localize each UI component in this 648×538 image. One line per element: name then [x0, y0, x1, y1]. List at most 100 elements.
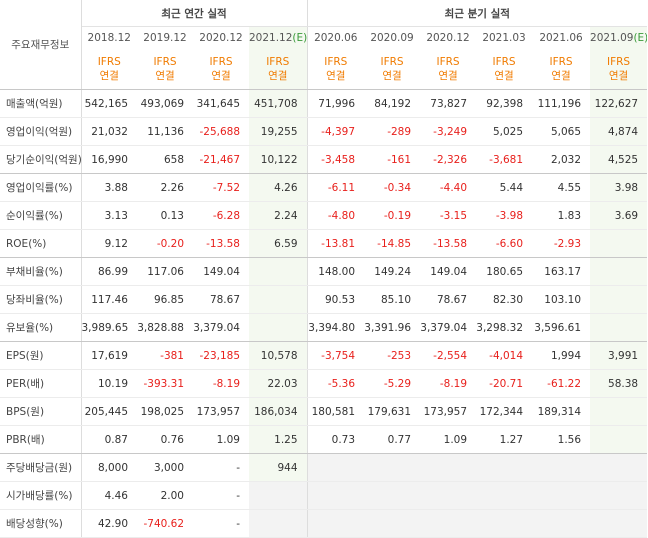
value-cell: -3,754 — [306, 341, 365, 370]
empty-cell — [249, 313, 308, 342]
value-cell: -13.81 — [306, 229, 365, 258]
data-row: 매출액(억원) 542,165 493,069 341,645 451,708 71,99… — [0, 89, 648, 118]
value-cell: -23,185 — [193, 341, 249, 370]
data-row: 당좌비율(%) 117.46 96.85 78.67 90.53 85.10 78.67 82… — [0, 285, 648, 314]
date-text: 2020.12 — [426, 32, 470, 44]
value-cell: 1.83 — [532, 201, 591, 230]
data-row: BPS(원) 205,445 198,025 173,957 186,034 180,58… — [0, 397, 648, 426]
value-cell: -2,554 — [420, 341, 477, 370]
estimate-flag: (E) — [292, 32, 308, 44]
value-cell: 5,025 — [476, 117, 533, 146]
value-cell: 149.04 — [420, 257, 477, 286]
value-cell: -6.11 — [306, 173, 365, 202]
value-cell: 11,136 — [137, 117, 193, 146]
value-cell: 173,957 — [420, 397, 477, 426]
value-cell: -8.19 — [420, 369, 477, 398]
value-cell: -13.58 — [193, 229, 249, 258]
data-row: 순이익률(%) 3.13 0.13 -6.28 2.24 -4.80 -0.19 -3.15-… — [0, 201, 648, 230]
value-cell: -0.20 — [137, 229, 193, 258]
value-cell: -8.19 — [193, 369, 249, 398]
value-cell: 3,379.04 — [193, 313, 249, 342]
value-cell: 3,596.61 — [532, 313, 591, 342]
ifrs-basis: IFRS 연결 — [420, 49, 477, 90]
value-cell: -4,397 — [306, 117, 365, 146]
data-row: 부채비율(%) 86.99 117.06 149.04 148.00 149.24 149.… — [0, 257, 648, 286]
row-label: 시가배당률(%) — [0, 481, 82, 510]
date-text: 2020.09 — [370, 32, 414, 44]
value-cell: 17,619 — [81, 341, 137, 370]
basis-text: 연결 — [99, 70, 119, 82]
value-cell: 9.12 — [81, 229, 137, 258]
value-cell: 3.69 — [590, 201, 648, 230]
empty-cell — [306, 453, 365, 482]
column-date: 2021.12(E) — [249, 26, 308, 49]
ifrs-text: IFRS — [380, 56, 404, 68]
value-cell: 1.25 — [249, 425, 308, 454]
value-cell: 0.76 — [137, 425, 193, 454]
value-cell: 542,165 — [81, 89, 137, 118]
column-date: 2021.06 — [532, 27, 590, 50]
value-cell: 4,874 — [590, 117, 648, 146]
value-cell: -13.58 — [420, 229, 477, 258]
empty-cell — [532, 509, 591, 538]
basis-text: 연결 — [268, 70, 288, 82]
empty-cell — [249, 509, 308, 538]
value-cell: 117.06 — [137, 257, 193, 286]
value-cell: 4.55 — [532, 173, 591, 202]
value-cell: 21,032 — [81, 117, 137, 146]
column-date: 2020.12 — [420, 27, 476, 50]
column-date: 2021.03 — [476, 27, 532, 50]
value-cell: 179,631 — [364, 397, 421, 426]
header-title: 주요재무정보 — [0, 0, 82, 90]
date-text: 2019.12 — [143, 32, 187, 44]
value-cell: 1.27 — [476, 425, 533, 454]
row-label: 매출액(억원) — [0, 89, 82, 118]
value-cell: 944 — [249, 453, 308, 482]
value-cell: -21,467 — [193, 145, 249, 174]
column-date: 2020.09 — [364, 27, 420, 50]
group-label: 최근 분기 실적 — [306, 0, 648, 27]
value-cell: 3,394.80 — [306, 313, 365, 342]
empty-cell — [590, 229, 648, 258]
group-row: 주요재무정보 최근 연간 실적 최근 분기 실적 — [0, 0, 648, 90]
ifrs-text: IFRS — [153, 56, 177, 68]
value-cell: 1.09 — [420, 425, 477, 454]
data-row: 주당배당금(원) 8,000 3,000-944 — [0, 453, 648, 482]
value-cell: -393.31 — [137, 369, 193, 398]
value-cell: -2,326 — [420, 145, 477, 174]
value-cell: 172,344 — [476, 397, 533, 426]
row-label: BPS(원) — [0, 397, 82, 426]
column-date: 2021.09(E) — [590, 26, 648, 49]
data-row: EPS(원) 17,619 -381 -23,185 10,578 -3,754 -253-… — [0, 341, 648, 370]
value-cell: 3,379.04 — [420, 313, 477, 342]
value-cell: 5.44 — [476, 173, 533, 202]
value-cell: 173,957 — [193, 397, 249, 426]
date-text: 2021.06 — [539, 32, 583, 44]
value-cell: 3,000 — [137, 453, 193, 482]
empty-cell — [590, 453, 648, 482]
row-label: ROE(%) — [0, 229, 82, 258]
column-date: 2018.12 — [81, 27, 137, 50]
value-cell: -4.80 — [306, 201, 365, 230]
value-cell: 92,398 — [476, 89, 533, 118]
empty-cell — [364, 481, 421, 510]
value-cell: 19,255 — [249, 117, 308, 146]
value-cell: 180.65 — [476, 257, 533, 286]
value-cell: 3.88 — [81, 173, 137, 202]
value-cell: 2,032 — [532, 145, 591, 174]
row-label: 주당배당금(원) — [0, 453, 82, 482]
ifrs-basis: IFRS 연결 — [193, 49, 249, 90]
row-label: 부채비율(%) — [0, 257, 82, 286]
value-cell: 5,065 — [532, 117, 591, 146]
value-cell: 90.53 — [306, 285, 365, 314]
ifrs-text: IFRS — [607, 56, 631, 68]
data-row: 배당성향(%) 42.90 -740.62- — [0, 509, 648, 538]
value-cell: -253 — [364, 341, 421, 370]
value-cell: 85.10 — [364, 285, 421, 314]
date-text: 2021.09 — [590, 32, 634, 44]
value-cell: 4.46 — [81, 481, 137, 510]
value-cell: 0.87 — [81, 425, 137, 454]
date-text: 2020.12 — [199, 32, 243, 44]
data-row: 시가배당률(%) 4.46 2.00- — [0, 481, 648, 510]
